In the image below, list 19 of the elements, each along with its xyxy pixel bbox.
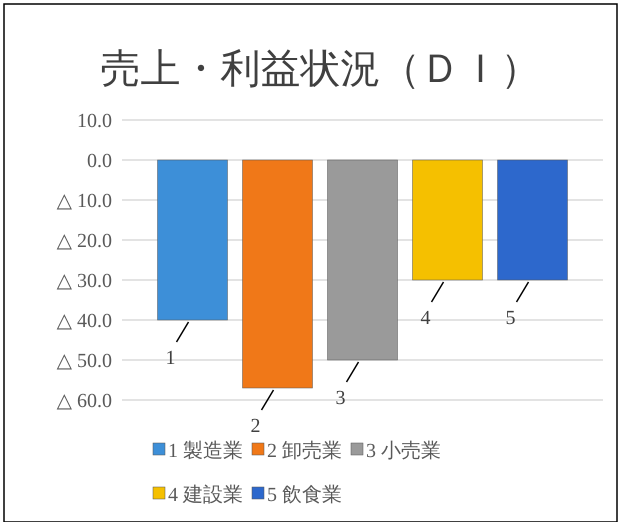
legend-label: 3 小売業 [366,440,441,462]
annotation: 2 [250,415,260,437]
y-tick-label: △ 60.0 [56,390,112,412]
y-tick-label: 10.0 [77,110,112,132]
y-tick-label: △ 40.0 [56,310,112,332]
annotation: 5 [506,307,516,329]
y-tick-label: △ 20.0 [56,230,112,252]
legend-label: 1 製造業 [168,440,243,462]
y-tick-label: 0.0 [87,150,112,172]
annotation: 4 [420,307,430,329]
y-tick-label: △ 10.0 [56,190,112,212]
legend-label: 4 建設業 [168,484,243,506]
chart-title: 売上・利益状況（ＤＩ） [100,46,540,91]
y-tick-label: △ 50.0 [56,350,112,372]
annotation: 1 [166,347,176,369]
legend-label: 2 卸売業 [267,440,342,462]
annotation: 3 [336,387,346,409]
legend-label: 5 飲食業 [267,484,342,506]
y-tick-label: △ 30.0 [56,270,112,292]
